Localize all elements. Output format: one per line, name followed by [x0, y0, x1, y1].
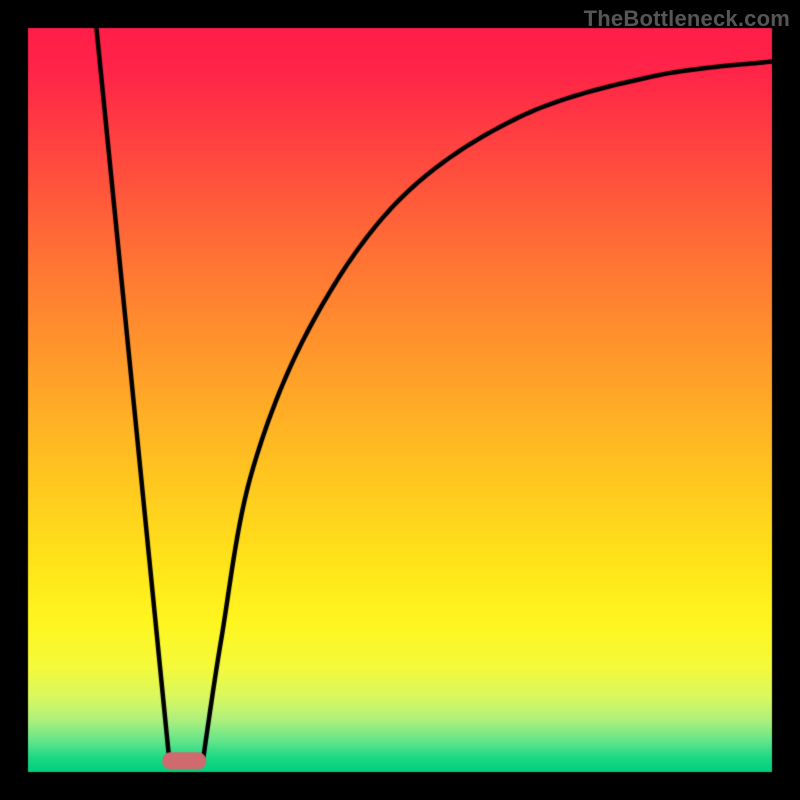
bottleneck-chart: TheBottleneck.com: [0, 0, 800, 800]
chart-canvas: [0, 0, 800, 800]
watermark-text: TheBottleneck.com: [584, 6, 790, 32]
